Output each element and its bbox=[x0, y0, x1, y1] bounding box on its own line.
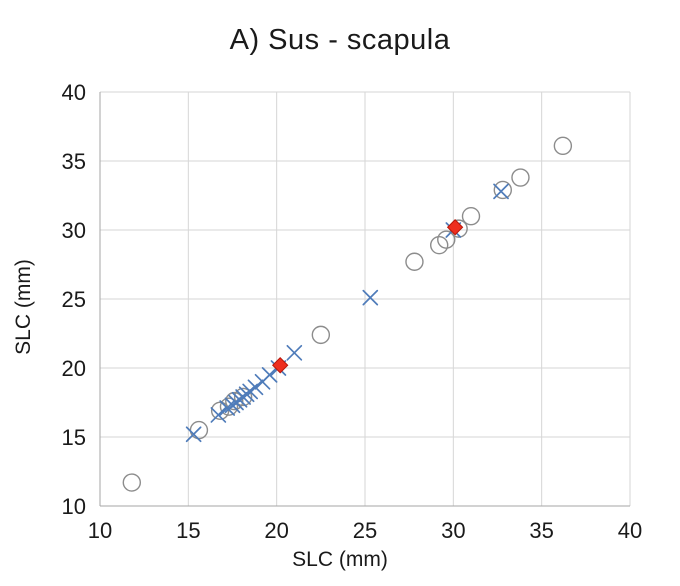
circle-marker bbox=[219, 397, 239, 416]
y-tick-label: 20 bbox=[62, 356, 86, 381]
x-tick-label: 40 bbox=[618, 518, 642, 543]
x-marker bbox=[210, 407, 227, 423]
scatter-plot: 10 15 20 25 30 35 40 10 15 20 25 30 35 40 bbox=[62, 80, 643, 543]
circle-marker bbox=[493, 180, 512, 200]
circle-marker bbox=[405, 252, 424, 271]
diamond-marker bbox=[271, 357, 289, 374]
circle-marker bbox=[437, 230, 456, 249]
x-marker bbox=[261, 367, 278, 383]
y-tick-label: 15 bbox=[62, 425, 86, 450]
x-tick-label: 10 bbox=[88, 518, 112, 543]
circle-marker bbox=[122, 473, 142, 492]
x-marker bbox=[247, 379, 264, 396]
x-tick-label: 20 bbox=[264, 518, 288, 543]
x-marker bbox=[493, 183, 509, 200]
circle-marker bbox=[461, 206, 481, 226]
x-tick-label: 30 bbox=[441, 518, 465, 543]
circle-marker bbox=[233, 387, 253, 407]
y-tick-label: 35 bbox=[62, 149, 86, 174]
circle-marker bbox=[311, 325, 331, 345]
y-tick-label: 10 bbox=[62, 494, 86, 519]
y-tick-label: 25 bbox=[62, 287, 86, 312]
x-tick-label: 15 bbox=[176, 518, 200, 543]
circle-marker bbox=[430, 235, 449, 255]
circle-marker bbox=[210, 401, 230, 420]
circle-marker bbox=[511, 168, 530, 187]
diamond-marker bbox=[446, 219, 464, 236]
x-axis-label: SLC (mm) bbox=[292, 548, 388, 571]
x-marker bbox=[185, 426, 202, 443]
y-axis-label: SLC (mm) bbox=[12, 259, 35, 355]
y-tick-label: 30 bbox=[62, 218, 86, 243]
x-marker bbox=[286, 344, 303, 361]
x-tick-label: 25 bbox=[353, 518, 377, 543]
x-marker bbox=[362, 289, 379, 306]
y-tick-label: 40 bbox=[62, 80, 86, 105]
x-marker bbox=[219, 400, 236, 416]
circle-marker bbox=[225, 391, 244, 411]
circle-marker bbox=[553, 136, 573, 156]
x-tick-label: 35 bbox=[529, 518, 553, 543]
chart-title: A) Sus - scapula bbox=[229, 24, 451, 56]
